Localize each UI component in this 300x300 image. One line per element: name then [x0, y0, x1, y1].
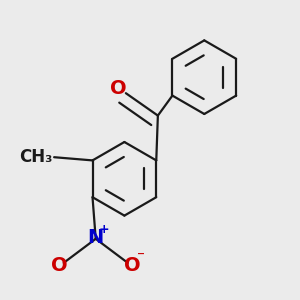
Text: ⁻: ⁻ — [136, 250, 145, 265]
Text: CH₃: CH₃ — [19, 148, 52, 166]
Text: O: O — [110, 79, 126, 98]
Text: O: O — [51, 256, 67, 275]
Text: O: O — [124, 256, 141, 275]
Text: N: N — [88, 228, 104, 247]
Text: +: + — [98, 224, 109, 236]
